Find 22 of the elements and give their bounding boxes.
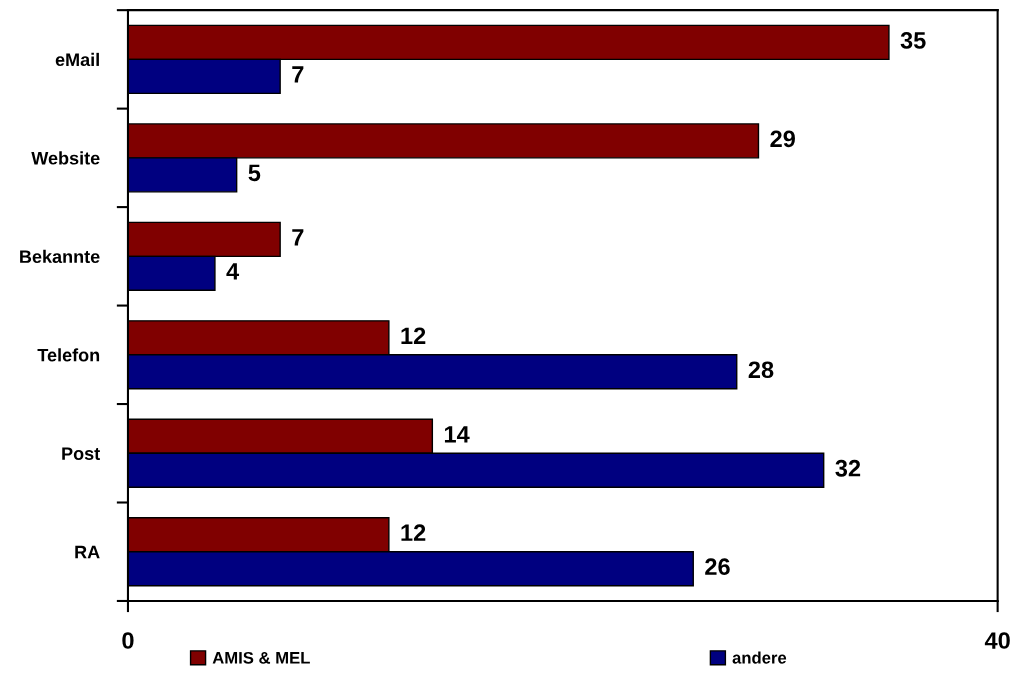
y-tick-label: Website [31,151,100,165]
data-label: 35 [900,32,926,49]
data-label: 29 [770,130,795,148]
data-label: 7 [292,229,304,246]
y-tick-label: RA [75,545,100,559]
data-label: 7 [292,66,304,83]
data-label: 12 [401,524,426,541]
data-label: 4 [226,263,240,280]
data-label: 32 [835,459,861,477]
data-label: 28 [748,361,774,379]
legend-label: AMIS & MEL [212,651,310,664]
data-label: 12 [401,327,426,344]
legend-label: andere [732,651,787,664]
x-tick-label: 40 [984,632,1010,649]
y-tick-label: eMail [55,52,99,67]
y-tick-label: Post [62,447,100,460]
data-label: 14 [444,426,470,443]
data-label: 5 [248,164,261,182]
y-tick-label: Bekannte [20,249,100,264]
data-label: 26 [705,558,730,576]
x-tick-label: 0 [122,632,134,649]
y-tick-label: Telefon [37,348,100,362]
